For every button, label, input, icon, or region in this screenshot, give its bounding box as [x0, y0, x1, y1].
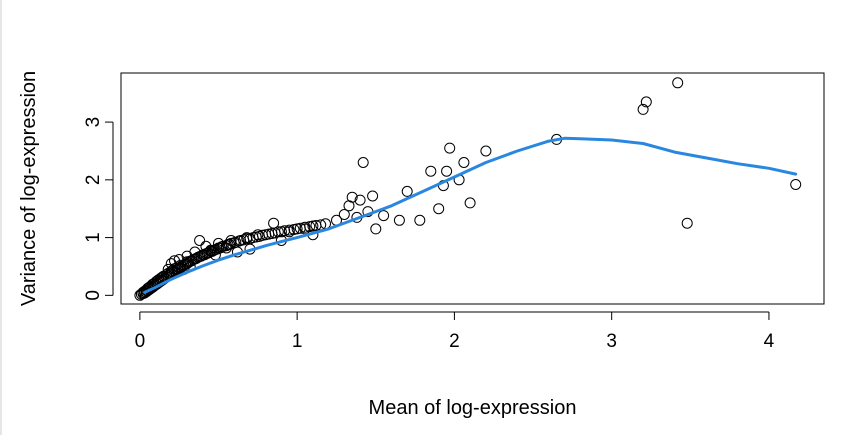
data-point — [672, 77, 684, 89]
data-point — [393, 214, 405, 226]
data-point — [640, 96, 652, 108]
data-point — [444, 142, 456, 154]
x-axis-label: Mean of log-expression — [369, 397, 577, 419]
points-layer — [134, 77, 802, 301]
data-point — [367, 190, 379, 202]
data-point — [225, 235, 237, 246]
y-tick-label: 0 — [83, 290, 104, 301]
data-point — [637, 103, 649, 115]
data-point — [268, 217, 280, 229]
x-tick-label: 4 — [764, 331, 775, 352]
data-point — [169, 255, 180, 267]
data-point — [241, 232, 253, 244]
y-axis-label: Variance of log-expression — [18, 71, 40, 306]
y-tick-label: 3 — [83, 117, 104, 128]
data-point — [378, 210, 390, 222]
trend-line — [143, 136, 798, 294]
data-point — [194, 235, 206, 246]
data-point — [189, 246, 201, 258]
x-tick-label: 0 — [135, 331, 146, 352]
data-point — [458, 157, 470, 168]
data-point — [401, 185, 413, 197]
data-point — [173, 254, 185, 265]
data-point — [433, 203, 445, 215]
data-point — [425, 165, 437, 177]
data-point — [357, 157, 369, 168]
y-tick-label: 1 — [83, 232, 104, 243]
plot-frame — [120, 72, 825, 305]
x-tick-label: 1 — [292, 331, 303, 352]
x-tick-label: 2 — [449, 331, 460, 352]
data-point — [354, 194, 366, 206]
data-point — [441, 165, 453, 177]
x-tick-label: 3 — [606, 331, 617, 352]
data-point — [414, 214, 426, 226]
y-axis: 0 1 2 3 — [83, 117, 114, 301]
data-point — [790, 179, 802, 190]
data-point — [346, 191, 358, 203]
left-border — [0, 0, 2, 435]
x-axis: 0 1 2 3 4 — [135, 311, 775, 352]
data-point — [464, 197, 476, 209]
data-point — [162, 263, 174, 275]
data-point — [480, 145, 492, 157]
data-point — [370, 223, 382, 235]
y-tick-label: 2 — [83, 175, 104, 186]
data-point — [338, 209, 350, 220]
data-point — [681, 217, 693, 229]
data-point — [252, 229, 264, 241]
data-point — [283, 226, 295, 238]
